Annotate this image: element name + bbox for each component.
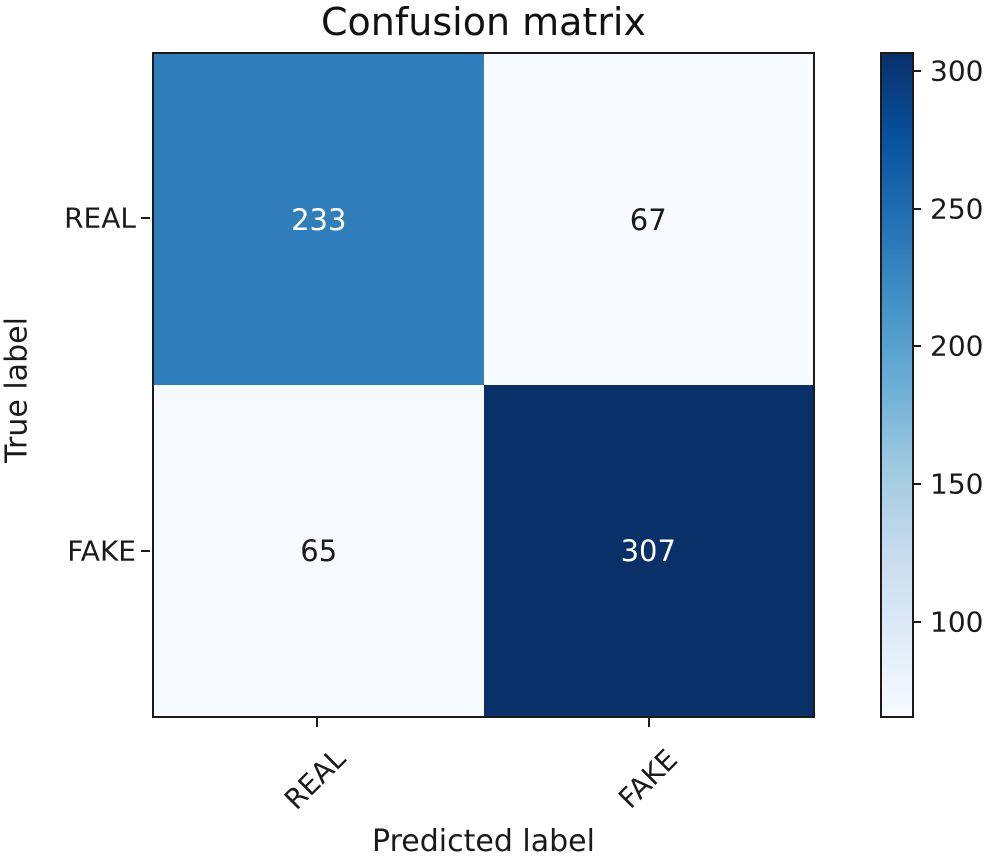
cell-true-fake-pred-real: 65 <box>154 385 484 716</box>
y-axis-label: True label <box>0 317 35 463</box>
colorbar-tick-label: 100 <box>930 605 984 639</box>
x-tick-mark <box>648 718 650 727</box>
cell-true-fake-pred-fake: 307 <box>483 385 813 716</box>
colorbar-tick-label: 250 <box>930 192 984 226</box>
colorbar-tick-mark <box>912 70 921 72</box>
colorbar-tick-label: 150 <box>930 467 984 501</box>
y-tick-label-real: REAL <box>64 201 136 235</box>
cell-value: 67 <box>629 202 667 237</box>
colorbar-tick-mark <box>912 621 921 623</box>
x-tick-label-fake: FAKE <box>612 743 684 815</box>
cell-value: 65 <box>300 533 338 568</box>
cell-value: 307 <box>620 533 676 568</box>
colorbar-tick-label: 200 <box>930 329 984 363</box>
cell-true-real-pred-real: 233 <box>154 54 484 385</box>
x-tick-label-real: REAL <box>277 741 353 817</box>
cell-true-real-pred-fake: 67 <box>483 54 813 385</box>
cell-value: 233 <box>291 202 347 237</box>
chart-title: Confusion matrix <box>321 0 646 44</box>
y-tick-mark <box>141 217 150 219</box>
colorbar-tick-mark <box>912 208 921 210</box>
x-tick-mark <box>316 718 318 727</box>
colorbar <box>880 52 914 718</box>
x-axis-label: Predicted label <box>372 824 595 859</box>
colorbar-tick-mark <box>912 345 921 347</box>
y-tick-label-fake: FAKE <box>67 534 136 568</box>
y-tick-mark <box>141 550 150 552</box>
colorbar-tick-label: 300 <box>930 54 984 88</box>
heatmap-grid: 233 67 65 307 <box>152 52 815 718</box>
colorbar-tick-mark <box>912 483 921 485</box>
